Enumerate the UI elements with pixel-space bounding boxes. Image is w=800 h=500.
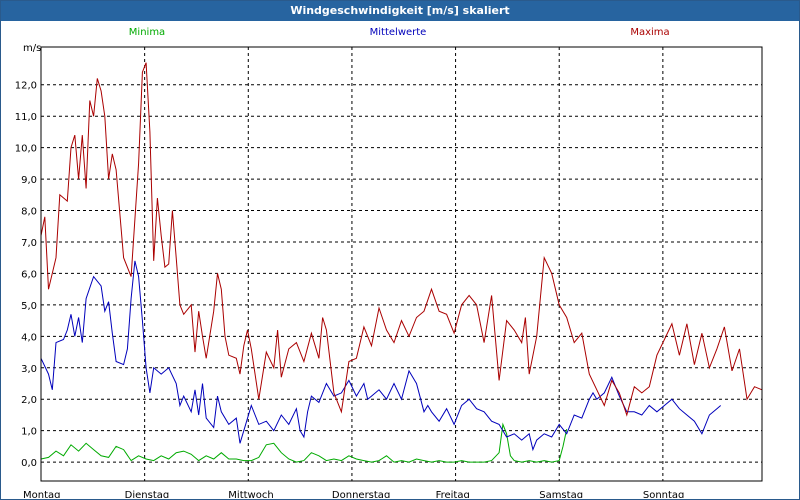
series-line-min bbox=[40, 422, 568, 463]
y-tick-label: 11,0 bbox=[15, 112, 37, 123]
legend-minima: Minima bbox=[129, 27, 165, 38]
x-tick-day: Mittwoch bbox=[228, 490, 273, 498]
y-tick-label: 6,0 bbox=[21, 269, 37, 280]
x-tick-day: Sonntag bbox=[643, 490, 685, 498]
x-tick-labels: Montag21.11.16Dienstag22.11.16Mittwoch23… bbox=[23, 490, 685, 498]
y-tick-label: 2,0 bbox=[21, 395, 37, 406]
x-tick-day: Montag bbox=[23, 490, 60, 498]
window-title: Windgeschwindigkeit [m/s] skaliert bbox=[1, 1, 799, 21]
x-tick-day: Freitag bbox=[436, 490, 470, 498]
y-tick-label: 8,0 bbox=[21, 207, 37, 218]
x-tick-day: Samstag bbox=[539, 490, 583, 498]
y-tick-labels: 0,0 1,0 2,0 3,0 4,0 5,0 6,0 7,0 8,0 9,0 10,0 11,0 12… bbox=[15, 81, 37, 469]
legend-mittelwerte: Mittelwerte bbox=[370, 27, 427, 38]
series-line-mean bbox=[40, 260, 722, 452]
y-tick-label: 1,0 bbox=[21, 427, 37, 438]
chart-svg: Minima Mittelwerte Maxima m/s 0,0 1,0 2,0 3… bbox=[15, 27, 763, 498]
y-tick-label: 0,0 bbox=[21, 458, 37, 469]
x-tick-day: Dienstag bbox=[125, 490, 170, 498]
y-tick-label: 9,0 bbox=[21, 175, 37, 186]
y-tick-label: 12,0 bbox=[15, 81, 37, 92]
x-tick-day: Donnerstag bbox=[332, 490, 390, 498]
series-line-max bbox=[40, 62, 763, 417]
series-lines bbox=[40, 62, 763, 463]
y-tick-label: 3,0 bbox=[21, 364, 37, 375]
plot-frame bbox=[40, 46, 763, 482]
y-tick-label: 4,0 bbox=[21, 332, 37, 343]
y-axis-unit: m/s bbox=[23, 43, 41, 54]
y-tick-label: 7,0 bbox=[21, 238, 37, 249]
y-tick-label: 5,0 bbox=[21, 301, 37, 312]
legend-maxima: Maxima bbox=[630, 27, 669, 38]
y-tick-label: 10,0 bbox=[15, 144, 37, 155]
grid bbox=[41, 47, 762, 481]
